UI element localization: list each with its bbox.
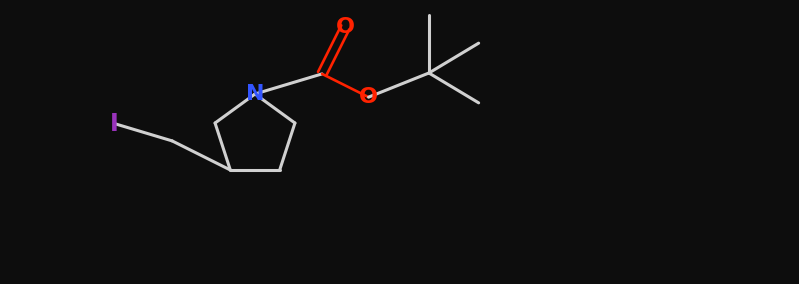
- Text: O: O: [336, 17, 355, 37]
- Text: O: O: [359, 87, 378, 107]
- Text: I: I: [110, 112, 119, 136]
- Text: N: N: [246, 84, 264, 104]
